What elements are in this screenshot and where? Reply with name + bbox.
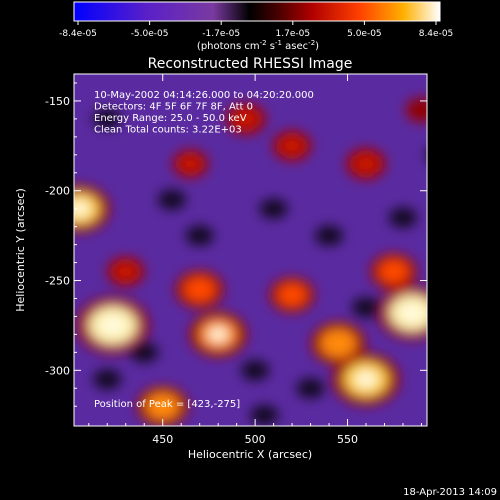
- source-peak: [100, 316, 125, 335]
- annotation-line: Energy Range: 25.0 - 50.0 keV: [94, 113, 247, 124]
- source-blob: [107, 256, 145, 287]
- dark-region: [259, 198, 288, 219]
- y-tick-label: -150: [45, 95, 70, 108]
- dark-region: [352, 297, 381, 318]
- dark-structure: [93, 108, 427, 426]
- dark-region: [93, 108, 122, 129]
- source-blob: [272, 130, 312, 161]
- dark-region: [315, 225, 344, 246]
- colorbar-bar: [73, 1, 441, 22]
- annotation-line: Detectors: 4F 5F 6F 7F 8F, Att 0: [94, 102, 253, 113]
- image-panel: [74, 74, 427, 426]
- axes: 450 500 550 -150 -200 -250 -300: [45, 74, 427, 446]
- y-tick-label: -200: [45, 185, 70, 198]
- source-blob: [332, 353, 400, 406]
- footer-timestamp: 18-Apr-2013 14:09: [403, 487, 497, 498]
- source-blob: [225, 103, 266, 135]
- dark-region: [185, 225, 214, 246]
- source-blob: [189, 312, 247, 357]
- dark-region: [157, 189, 186, 210]
- source-blob: [76, 297, 149, 354]
- colorbar: -8.4e-05 -5.0e-05 -1.7e-05 1.7e-05 5.0e-05 8.…: [59, 1, 453, 52]
- colorbar-tick-label: -1.7e-05: [202, 29, 240, 39]
- source-core: [145, 392, 180, 420]
- source-blob: [175, 270, 224, 309]
- annotation-line: Clean Total counts: 3.22E+03: [94, 125, 242, 136]
- source-core: [320, 329, 357, 358]
- source-blob: [405, 97, 427, 123]
- x-tick-label: 500: [245, 433, 266, 446]
- source-blob: [74, 185, 110, 233]
- source-blob: [137, 386, 189, 426]
- source-peak: [354, 370, 378, 388]
- source-core: [179, 154, 202, 173]
- peak-position-label: Position of Peak = [423,-275]: [94, 399, 240, 410]
- dark-region: [250, 405, 279, 426]
- y-tick-label: -250: [45, 275, 70, 288]
- colorbar-ticks: -8.4e-05 -5.0e-05 -1.7e-05 1.7e-05 5.0e-05 8.…: [59, 21, 453, 39]
- source-core: [277, 283, 307, 307]
- source-core: [184, 277, 216, 303]
- colorbar-tick-label: 8.4e-05: [419, 29, 454, 39]
- source-peak: [74, 201, 90, 217]
- source-blob: [370, 253, 417, 290]
- source-core: [279, 135, 305, 156]
- x-axis-label: Heliocentric X (arcsec): [188, 448, 312, 461]
- source-core: [233, 108, 259, 130]
- dark-region: [130, 342, 159, 363]
- colorbar-tick-label: -8.4e-05: [59, 29, 97, 39]
- colorbar-tick-label: -5.0e-05: [131, 29, 169, 39]
- source-core: [378, 259, 409, 284]
- source-core: [113, 261, 138, 282]
- y-tick-label: -300: [45, 364, 70, 377]
- source-blob: [311, 322, 366, 365]
- x-tick-label: 450: [152, 433, 173, 446]
- source-blob: [172, 149, 209, 178]
- source-core: [411, 101, 427, 118]
- x-tick-label: 550: [337, 433, 358, 446]
- plot-frame: [73, 73, 428, 427]
- source-blob: [378, 286, 427, 340]
- dark-region: [388, 207, 417, 228]
- chart-title: Reconstructed RHESSI Image: [148, 56, 353, 72]
- annotations: 10-May-2002 04:14:26.000 to 04:20:20.000…: [94, 90, 314, 136]
- colorbar-tick-label: 5.0e-05: [347, 29, 382, 39]
- dark-region: [241, 360, 270, 381]
- dark-region: [93, 369, 122, 390]
- dark-region: [425, 151, 427, 159]
- source-blob: [346, 148, 386, 180]
- source-layer: [74, 97, 427, 426]
- y-axis-label: Heliocentric Y (arcsec): [14, 188, 27, 312]
- dark-region: [296, 378, 325, 399]
- source-peak: [208, 327, 228, 342]
- colorbar-tick-label: 1.7e-05: [276, 29, 311, 39]
- source-peak: [400, 304, 424, 322]
- annotation-line: 10-May-2002 04:14:26.000 to 04:20:20.000: [94, 90, 314, 101]
- colorbar-unit-label: (photons cm-2 s-1 asec-2): [197, 39, 319, 52]
- source-core: [353, 153, 379, 175]
- source-blob: [269, 277, 315, 313]
